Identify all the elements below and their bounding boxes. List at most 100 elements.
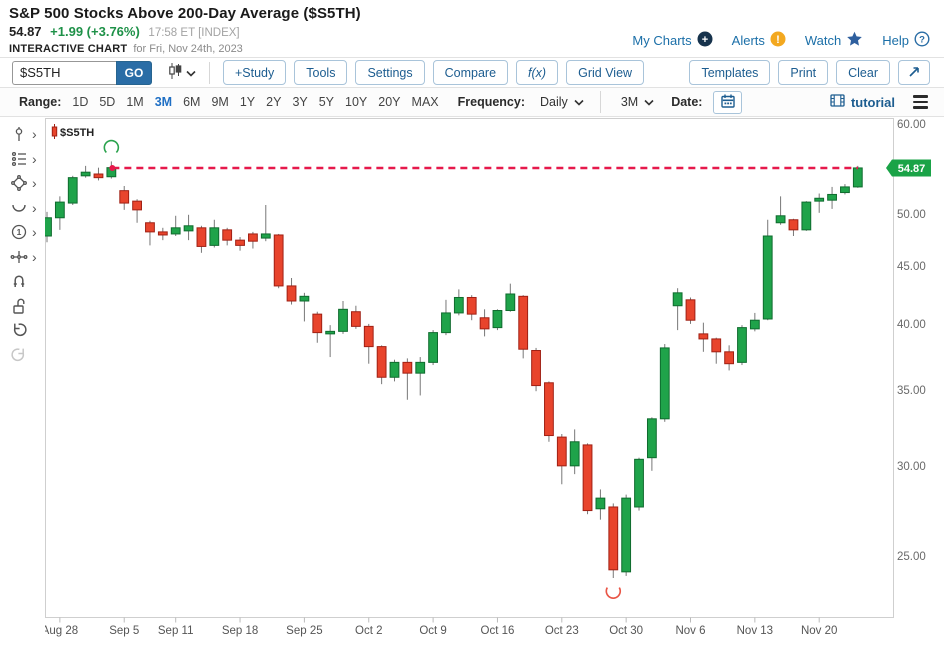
candle[interactable] bbox=[505, 293, 516, 312]
candle[interactable] bbox=[479, 317, 490, 330]
redo-button[interactable] bbox=[9, 345, 44, 365]
range-5d[interactable]: 5D bbox=[99, 95, 116, 109]
candle[interactable] bbox=[531, 350, 541, 387]
date-picker-button[interactable] bbox=[713, 90, 743, 114]
candle[interactable] bbox=[389, 361, 400, 378]
tools-button[interactable]: Tools bbox=[294, 60, 348, 85]
candle[interactable] bbox=[67, 177, 78, 204]
candle[interactable] bbox=[466, 296, 477, 315]
text-note-tool[interactable]: 1 bbox=[9, 222, 44, 242]
candle[interactable] bbox=[428, 332, 439, 363]
candle[interactable] bbox=[492, 310, 503, 329]
trendlines-tool[interactable] bbox=[9, 149, 44, 169]
candle[interactable] bbox=[672, 292, 683, 307]
candle[interactable] bbox=[659, 347, 670, 420]
range-6m[interactable]: 6M bbox=[183, 95, 201, 109]
candle[interactable] bbox=[544, 382, 554, 437]
range-2y[interactable]: 2Y bbox=[266, 95, 282, 109]
candle[interactable] bbox=[93, 173, 104, 179]
candle[interactable] bbox=[273, 234, 284, 287]
arc-annotation-green[interactable] bbox=[103, 139, 120, 153]
annotation-tool[interactable] bbox=[9, 124, 44, 144]
candle[interactable] bbox=[737, 327, 747, 363]
fx-button[interactable]: f(x) bbox=[516, 60, 559, 85]
candle[interactable] bbox=[376, 346, 387, 378]
candle[interactable] bbox=[724, 351, 735, 365]
candle[interactable] bbox=[762, 235, 773, 320]
candle[interactable] bbox=[338, 308, 348, 332]
candle[interactable] bbox=[788, 219, 799, 231]
range-1d[interactable]: 1D bbox=[72, 95, 89, 109]
candle[interactable] bbox=[350, 311, 361, 327]
magnet-tool[interactable] bbox=[9, 271, 44, 291]
candle[interactable] bbox=[415, 361, 426, 374]
range-max[interactable]: MAX bbox=[411, 95, 439, 109]
candle[interactable] bbox=[80, 171, 91, 177]
menu-button[interactable] bbox=[911, 93, 930, 111]
alerts-link[interactable]: Alerts ! bbox=[732, 31, 786, 50]
line-anchor-dot[interactable] bbox=[109, 164, 116, 171]
undo-button[interactable] bbox=[9, 320, 44, 340]
candle[interactable] bbox=[235, 239, 245, 246]
candle[interactable] bbox=[325, 330, 336, 335]
candle[interactable] bbox=[582, 444, 593, 512]
candle[interactable] bbox=[196, 227, 207, 247]
candle[interactable] bbox=[711, 338, 722, 353]
range-10y[interactable]: 10Y bbox=[345, 95, 368, 109]
range-9m[interactable]: 9M bbox=[211, 95, 229, 109]
candle[interactable] bbox=[286, 285, 297, 302]
candle[interactable] bbox=[441, 312, 451, 334]
symbol-input[interactable] bbox=[12, 60, 116, 85]
candle[interactable] bbox=[363, 325, 374, 348]
candle[interactable] bbox=[827, 193, 837, 201]
compare-button[interactable]: Compare bbox=[432, 60, 509, 85]
range-3m-selected[interactable]: 3M bbox=[154, 95, 173, 109]
arc-annotation-red[interactable] bbox=[605, 587, 622, 599]
arc-tool[interactable] bbox=[9, 198, 44, 218]
candle[interactable] bbox=[222, 229, 233, 241]
tutorial-link[interactable]: tutorial bbox=[830, 94, 895, 110]
templates-button[interactable]: Templates bbox=[689, 60, 771, 85]
candle[interactable] bbox=[45, 217, 52, 237]
grid-view-button[interactable]: Grid View bbox=[566, 60, 645, 85]
range-20y[interactable]: 20Y bbox=[378, 95, 401, 109]
candle[interactable] bbox=[402, 361, 413, 374]
measure-tool[interactable] bbox=[9, 247, 44, 267]
candle[interactable] bbox=[299, 295, 310, 302]
candle[interactable] bbox=[569, 441, 580, 467]
help-link[interactable]: Help ? bbox=[882, 31, 930, 50]
candle[interactable] bbox=[775, 215, 786, 224]
candle[interactable] bbox=[209, 227, 220, 246]
chart-canvas[interactable]: 60.00 50.00 45.00 40.00 35.00 30.00 25.00 Aug 2… bbox=[45, 118, 944, 655]
shapes-tool[interactable] bbox=[9, 173, 44, 193]
candle[interactable] bbox=[595, 497, 606, 510]
candle[interactable] bbox=[814, 197, 825, 202]
candle[interactable] bbox=[634, 458, 644, 508]
frequency-select[interactable]: Daily bbox=[540, 95, 584, 109]
candle[interactable] bbox=[260, 233, 271, 239]
candle[interactable] bbox=[248, 233, 258, 242]
candle[interactable] bbox=[556, 436, 567, 467]
my-charts-link[interactable]: My Charts + bbox=[632, 31, 713, 50]
candle[interactable] bbox=[119, 190, 130, 204]
candle[interactable] bbox=[132, 200, 142, 211]
candle[interactable] bbox=[852, 167, 863, 188]
candle[interactable] bbox=[312, 313, 323, 334]
lock-tool[interactable] bbox=[9, 296, 44, 316]
candle[interactable] bbox=[749, 319, 760, 330]
candle[interactable] bbox=[157, 231, 168, 236]
candle[interactable] bbox=[145, 222, 155, 233]
candle[interactable] bbox=[170, 227, 181, 235]
candle[interactable] bbox=[183, 225, 194, 232]
watch-link[interactable]: Watch bbox=[805, 31, 863, 50]
add-study-button[interactable]: +Study bbox=[223, 60, 287, 85]
candle[interactable] bbox=[840, 186, 850, 194]
candle[interactable] bbox=[621, 497, 632, 573]
range-3y[interactable]: 3Y bbox=[292, 95, 308, 109]
fullscreen-button[interactable] bbox=[898, 60, 930, 85]
settings-button[interactable]: Settings bbox=[355, 60, 425, 85]
candle[interactable] bbox=[453, 296, 464, 314]
range-1m[interactable]: 1M bbox=[126, 95, 144, 109]
candle[interactable] bbox=[54, 201, 65, 219]
candle[interactable] bbox=[518, 295, 529, 350]
